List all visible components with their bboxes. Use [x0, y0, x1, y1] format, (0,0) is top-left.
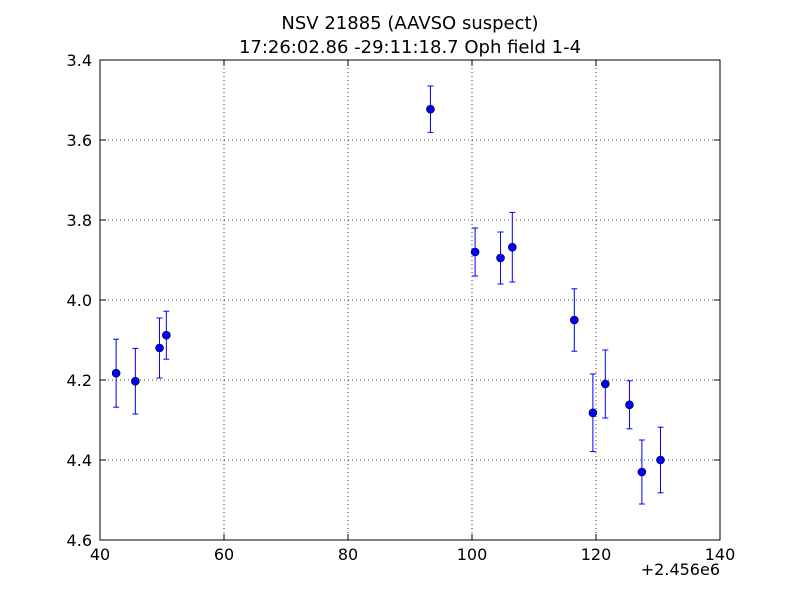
data-point	[111, 368, 121, 378]
x-offset-label: +2.456e6	[641, 560, 720, 579]
y-tick-label: 3.6	[67, 131, 92, 150]
x-tick-label: 60	[214, 545, 234, 564]
x-tick-label: 140	[705, 545, 736, 564]
y-tick-label: 4.0	[67, 291, 92, 310]
data-point	[496, 253, 505, 263]
data-point	[426, 104, 435, 114]
y-tick-label: 3.4	[67, 51, 92, 70]
data-point-group	[496, 231, 505, 285]
y-tick-label: 4.6	[67, 531, 92, 550]
plot-frame	[99, 59, 721, 541]
grid-layer	[100, 60, 720, 540]
data-point-group	[131, 347, 140, 415]
data-point-group	[470, 227, 480, 277]
x-tick-label: 100	[457, 545, 488, 564]
data-point-group	[111, 338, 121, 408]
tick-layer: 40 60 80 100 120 140 3.4 3.6 3.8 4.0 4.2 4.4 4.6	[67, 51, 736, 564]
data-point	[588, 408, 598, 418]
data-point-group	[426, 85, 435, 133]
data-point	[162, 330, 171, 340]
data-point-group	[507, 211, 517, 283]
data-point	[470, 247, 480, 257]
data-point	[656, 455, 665, 465]
data-point	[625, 400, 634, 410]
x-tick-label: 120	[581, 545, 612, 564]
data-point	[155, 343, 164, 353]
chart-subtitle: 17:26:02.86 -29:11:18.7 Oph field 1-4	[239, 37, 581, 58]
data-point	[507, 242, 517, 252]
y-tick-label: 3.8	[67, 211, 92, 230]
data-layer	[111, 85, 665, 505]
data-point-group	[600, 349, 610, 419]
data-point-group	[656, 426, 665, 494]
data-point	[569, 315, 579, 325]
data-point-group	[569, 288, 579, 352]
data-point	[600, 379, 610, 389]
y-tick-label: 4.4	[67, 451, 92, 470]
y-tick-label: 4.2	[67, 371, 92, 390]
data-point-group	[155, 317, 164, 379]
data-point-group	[637, 439, 647, 505]
x-tick-label: 40	[90, 545, 110, 564]
data-point-group	[625, 380, 634, 430]
data-point	[637, 467, 647, 477]
data-point-group	[162, 310, 171, 360]
data-point	[131, 376, 140, 386]
chart-title: NSV 21885 (AAVSO suspect)	[281, 13, 538, 34]
data-point-group	[588, 373, 598, 453]
x-tick-label: 80	[338, 545, 358, 564]
